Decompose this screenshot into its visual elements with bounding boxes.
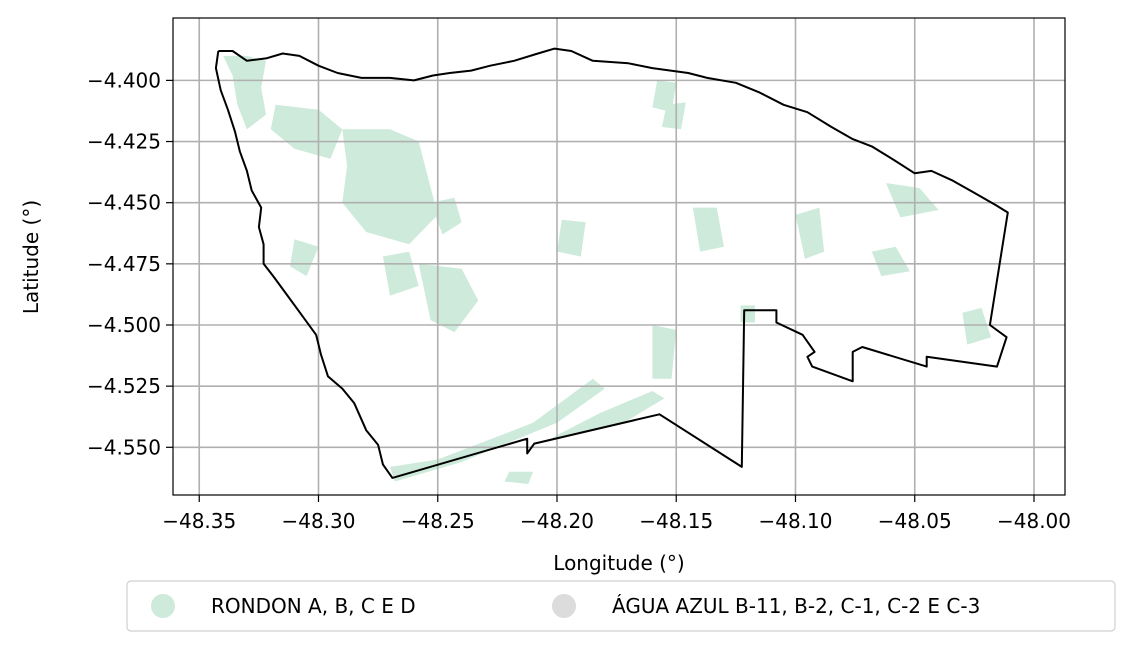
rondon-area <box>871 246 910 277</box>
x-tick-label: −48.30 <box>281 509 355 533</box>
rondon-area <box>390 378 605 482</box>
rondon-area <box>652 80 677 113</box>
y-tick-label: −4.400 <box>87 68 161 92</box>
rondon-area <box>661 102 686 130</box>
y-tick-label: −4.425 <box>87 130 161 154</box>
legend-marker-agua-azul <box>552 594 576 618</box>
x-tick-label: −48.15 <box>639 509 713 533</box>
y-tick-label: −4.550 <box>87 435 161 459</box>
x-axis-label: Longitude (°) <box>553 551 684 575</box>
legend-box <box>126 580 1116 632</box>
rondon-area <box>962 307 992 345</box>
rondon-area <box>342 129 438 245</box>
x-axis-ticks: −48.35 −48.30 −48.25 −48.20 −48.15 −48.10 −48.… <box>162 495 1071 533</box>
rondon-area <box>886 183 939 218</box>
rondon-areas <box>223 55 992 484</box>
x-tick-label: −48.05 <box>878 509 952 533</box>
y-tick-label: −4.450 <box>87 191 161 215</box>
rondon-area <box>692 207 724 252</box>
y-tick-label: −4.500 <box>87 313 161 337</box>
y-tick-label: −4.475 <box>87 252 161 276</box>
rondon-area <box>418 263 479 333</box>
y-axis-label: Latitude (°) <box>19 200 43 314</box>
y-axis-ticks: −4.400 −4.425 −4.450 −4.475 −4.500 −4.525 −4.5… <box>87 68 173 459</box>
rondon-area <box>557 219 586 257</box>
y-tick-label: −4.525 <box>87 374 161 398</box>
rondon-area <box>740 305 755 323</box>
rondon-area <box>223 55 266 130</box>
legend-label-agua-azul: ÁGUA AZUL B-11, B-2, C-1, C-2 E C-3 <box>612 594 980 618</box>
x-tick-label: −48.10 <box>758 509 832 533</box>
axes-frame <box>172 17 1066 496</box>
legend: RONDON A, B, C E D ÁGUA AZUL B-11, B-2, … <box>126 580 1116 632</box>
rondon-area <box>545 391 665 443</box>
grid <box>173 18 1065 495</box>
rondon-area <box>652 325 677 379</box>
rondon-area <box>270 104 343 159</box>
rondon-area <box>382 251 419 296</box>
legend-marker-rondon <box>151 594 175 618</box>
rondon-area <box>795 207 825 259</box>
municipality-boundary <box>214 47 1009 479</box>
x-tick-label: −48.25 <box>401 509 475 533</box>
x-tick-label: −48.00 <box>997 509 1071 533</box>
legend-label-rondon: RONDON A, B, C E D <box>211 594 416 618</box>
x-tick-label: −48.20 <box>520 509 594 533</box>
rondon-area <box>504 471 534 484</box>
x-tick-label: −48.35 <box>162 509 236 533</box>
rondon-area <box>289 239 319 277</box>
